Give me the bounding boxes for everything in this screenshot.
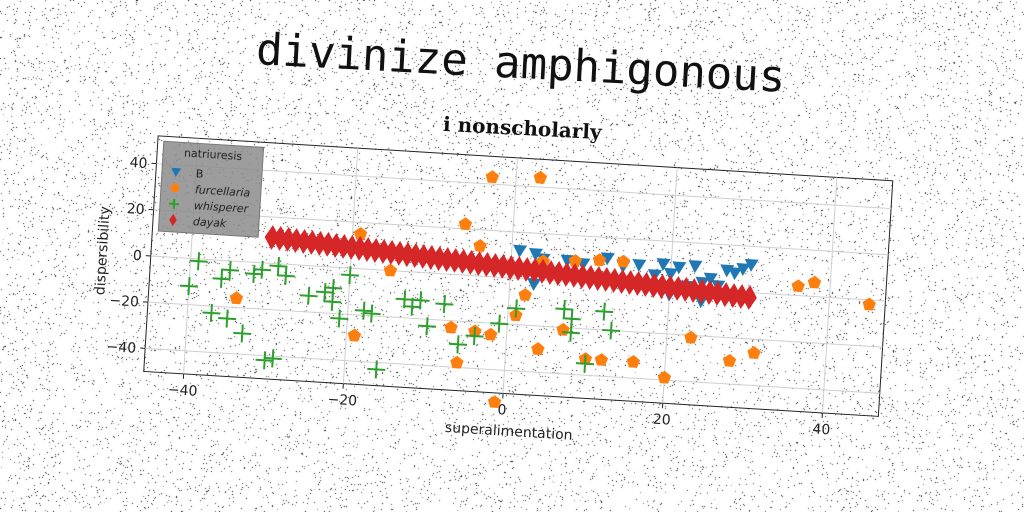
data-points bbox=[174, 149, 883, 430]
x-tick-label: −40 bbox=[167, 382, 197, 400]
figure-title: divinize amphigonous bbox=[255, 24, 787, 103]
data-point bbox=[602, 321, 621, 340]
data-point bbox=[595, 302, 614, 321]
data-point bbox=[218, 309, 237, 328]
legend-label: dayak bbox=[193, 215, 228, 230]
data-point bbox=[807, 275, 821, 288]
legend: natriuresis Bfurcellariawhispererdayak bbox=[158, 141, 263, 237]
data-point bbox=[221, 261, 240, 280]
data-point bbox=[616, 254, 630, 267]
x-tick-label: 40 bbox=[812, 421, 831, 438]
data-point bbox=[484, 327, 498, 340]
data-point bbox=[684, 330, 698, 343]
data-point bbox=[512, 245, 527, 258]
y-gridline bbox=[145, 348, 880, 393]
data-point bbox=[556, 322, 570, 335]
y-tick-label: 0 bbox=[132, 248, 142, 265]
data-point bbox=[531, 342, 545, 355]
data-point bbox=[594, 353, 608, 366]
data-point bbox=[507, 299, 526, 318]
data-point bbox=[233, 324, 252, 343]
x-tick-label: 20 bbox=[652, 412, 671, 429]
y-tick-label: 20 bbox=[126, 201, 145, 218]
y-tick-label: −40 bbox=[106, 339, 136, 357]
x-gridline bbox=[822, 177, 836, 413]
data-point bbox=[632, 259, 647, 272]
y-gridline bbox=[156, 164, 891, 209]
legend-label: B bbox=[195, 167, 203, 180]
data-point bbox=[179, 277, 198, 296]
x-tick-label: −20 bbox=[327, 392, 357, 410]
y-axis-ticks: −40 −20 0 20 40 bbox=[106, 154, 157, 357]
data-point bbox=[722, 353, 736, 366]
data-point bbox=[518, 288, 532, 301]
data-point bbox=[189, 252, 208, 271]
y-axis-label: dispersibility bbox=[92, 206, 113, 296]
data-point bbox=[444, 320, 458, 333]
y-tick-label: −20 bbox=[109, 293, 139, 311]
data-point bbox=[747, 346, 761, 359]
data-point bbox=[383, 263, 397, 276]
data-point bbox=[229, 291, 243, 304]
data-point bbox=[347, 328, 361, 341]
data-point bbox=[330, 309, 349, 328]
data-point bbox=[448, 335, 467, 354]
x-gridline bbox=[343, 148, 357, 384]
data-point bbox=[212, 269, 231, 288]
data-point bbox=[626, 355, 640, 368]
data-point bbox=[435, 295, 454, 314]
x-axis-label: superalimentation bbox=[444, 420, 573, 444]
data-point bbox=[657, 370, 671, 383]
data-point bbox=[473, 239, 487, 252]
data-point bbox=[688, 260, 703, 273]
y-tick-label: 40 bbox=[129, 155, 148, 172]
data-point bbox=[299, 286, 318, 305]
data-point bbox=[244, 264, 263, 283]
plot-group: −40 −20 0 20 40 −40 −20 0 20 40 superalimentatio… bbox=[85, 132, 893, 462]
chart-subtitle: i nonscholarly bbox=[443, 112, 604, 144]
data-point bbox=[485, 170, 499, 183]
data-point bbox=[791, 279, 805, 292]
data-point bbox=[533, 170, 547, 183]
